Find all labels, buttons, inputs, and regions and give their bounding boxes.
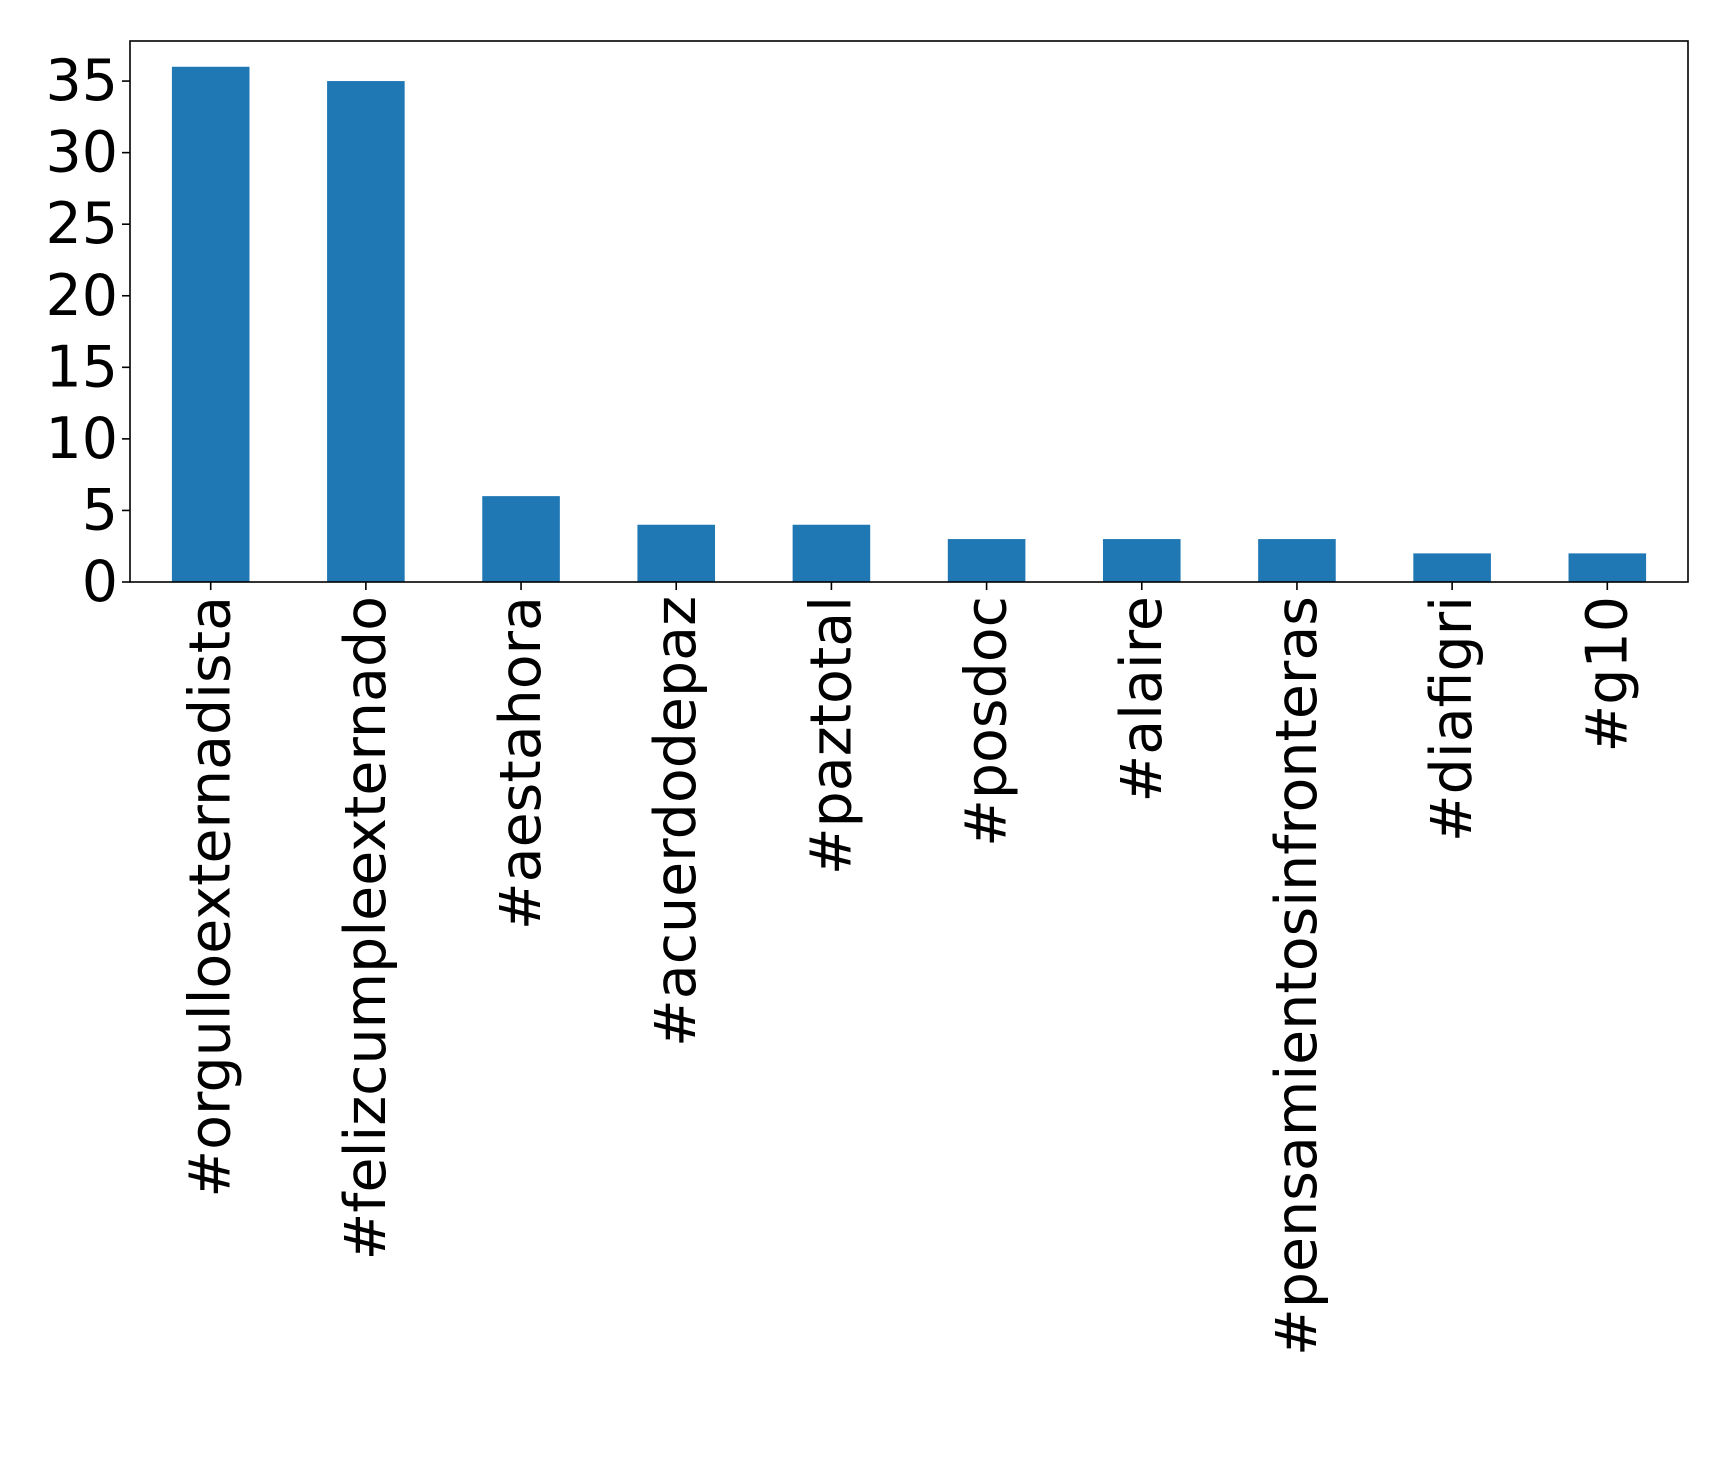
- bar-orgulloexternadista: [171, 66, 250, 582]
- y-tick-label: 25: [45, 191, 118, 257]
- y-tick-label: 0: [82, 549, 118, 615]
- y-tick-label: 5: [82, 477, 118, 543]
- x-tick-label: #paztotal: [798, 596, 864, 875]
- y-tick-label: 10: [45, 406, 118, 472]
- plot-frame: [129, 40, 1689, 583]
- bar-g10: [1568, 553, 1647, 582]
- bar-acuerdodepaz: [637, 524, 716, 582]
- x-tick-label: #pensamientosinfronteras: [1264, 596, 1330, 1356]
- bar-paztotal: [792, 524, 871, 582]
- x-tick-label: #aestahora: [488, 596, 554, 930]
- bar-diafigri: [1413, 553, 1491, 582]
- x-tick-label: #acuerdodepaz: [643, 596, 709, 1047]
- bar-pensamientosinfronteras: [1258, 539, 1336, 582]
- y-tick-label: 20: [45, 263, 118, 329]
- bar-felizcumpleexternado: [327, 81, 405, 583]
- x-tick-label: #g10: [1574, 596, 1640, 752]
- y-tick-label: 30: [45, 120, 118, 186]
- bars-group: [171, 66, 1647, 583]
- bar-alaire: [1102, 539, 1181, 582]
- x-axis: #orgulloexternadista #felizcumpleexternad…: [178, 582, 1640, 1356]
- x-tick-label: #orgulloexternadista: [178, 596, 244, 1198]
- y-tick-label: 15: [45, 334, 118, 400]
- bar-posdoc: [947, 539, 1026, 582]
- y-tick-label: 35: [45, 48, 118, 114]
- x-tick-label: #diafigri: [1419, 596, 1485, 842]
- x-tick-label: #posdoc: [954, 596, 1020, 847]
- x-tick-label: #alaire: [1109, 596, 1175, 803]
- bar-aestahora: [482, 496, 560, 582]
- x-tick-label: #felizcumpleexternado: [333, 596, 399, 1260]
